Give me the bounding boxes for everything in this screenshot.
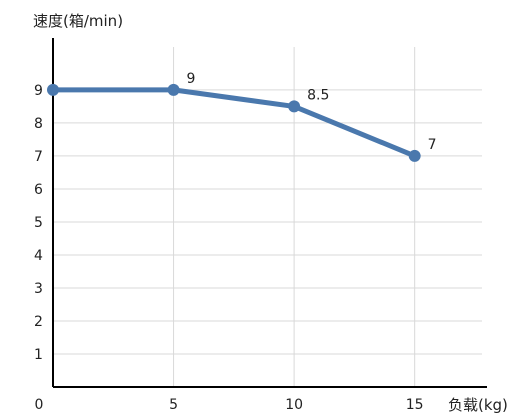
y-tick-label: 1 [34, 347, 43, 363]
axes [52, 38, 487, 388]
x-tick-labels: 0 5 10 15 [35, 397, 424, 413]
y-tick-label: 8 [34, 116, 43, 132]
y-tick-label: 6 [34, 182, 43, 198]
series [50, 87, 418, 159]
y-tick-label: 9 [34, 83, 43, 99]
data-point [408, 149, 421, 162]
grid [53, 47, 482, 387]
data-labels: 98.57 [187, 71, 437, 153]
y-tick-labels: 1 2 3 4 5 6 7 8 9 [34, 83, 43, 363]
x-tick-label: 10 [285, 397, 303, 413]
data-label: 8.5 [307, 87, 329, 103]
x-tick-label: 15 [406, 397, 424, 413]
y-tick-label: 7 [34, 149, 43, 165]
y-axis-label: 速度(箱/min) [33, 12, 123, 30]
data-label: 9 [187, 71, 196, 87]
data-point [167, 83, 180, 96]
data-point [288, 100, 301, 113]
series-line [50, 87, 418, 159]
y-tick-label: 5 [34, 215, 43, 231]
data-point [47, 83, 59, 96]
y-tick-label: 2 [34, 314, 43, 330]
x-tick-label: 0 [35, 397, 44, 413]
y-tick-label: 4 [34, 248, 43, 264]
x-tick-label: 5 [169, 397, 178, 413]
x-axis-label: 负载(kg) [448, 396, 508, 414]
data-label: 7 [428, 137, 437, 153]
data-points [47, 83, 421, 162]
y-tick-label: 3 [34, 281, 43, 297]
